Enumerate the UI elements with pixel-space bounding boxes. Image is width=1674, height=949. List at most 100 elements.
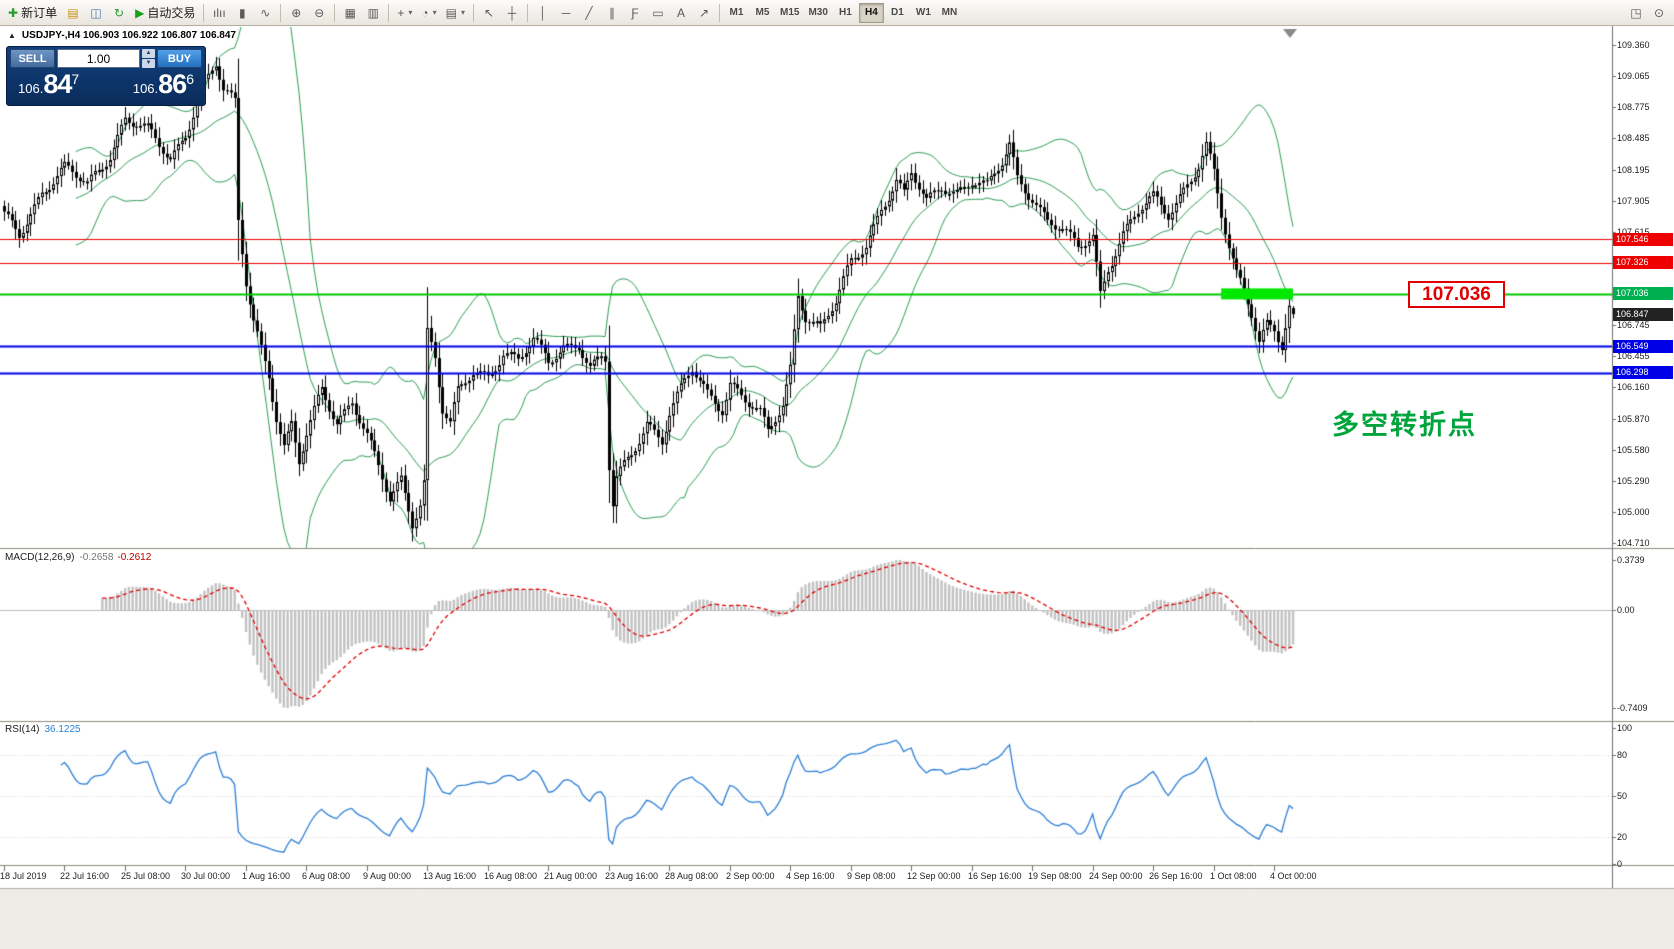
channel-tool-icon: ∥ xyxy=(608,5,615,20)
time-axis-label: 4 Oct 00:00 xyxy=(1270,871,1317,881)
one-click-collapse-icon[interactable]: ▲ xyxy=(8,31,16,40)
turning-point-label[interactable]: 多空转折点 xyxy=(1332,410,1477,440)
volume-down-button[interactable]: ▼ xyxy=(142,59,155,68)
price-tag: 106.298 xyxy=(1613,366,1673,380)
templates-button[interactable]: ▤ ▾ xyxy=(442,2,469,24)
market-watch-button[interactable]: ▤ xyxy=(62,2,84,24)
price-axis-label: 109.360 xyxy=(1617,40,1650,50)
vertical-line-tool-button[interactable]: │ xyxy=(532,2,554,24)
trendline-tool-button[interactable]: ╱ xyxy=(578,2,600,24)
sell-price[interactable]: 106. 84 7 xyxy=(18,69,80,99)
volume-up-button[interactable]: ▲ xyxy=(142,49,155,58)
price-annotation-box[interactable]: 107.036 xyxy=(1408,281,1505,308)
macd-panel-region[interactable] xyxy=(0,550,1612,720)
horizontal-line-tool-button[interactable]: ─ xyxy=(555,2,577,24)
fibonacci-tool-button[interactable]: Ƒ xyxy=(624,2,646,24)
templates-icon: ▤ xyxy=(445,5,457,20)
data-window-icon: ◫ xyxy=(90,5,102,20)
templates-button-dropdown-icon[interactable]: ▾ xyxy=(460,8,465,17)
toolbar-separator xyxy=(388,3,390,22)
bar-chart-type-button[interactable]: ılıı xyxy=(208,2,230,24)
price-axis-label: 107.615 xyxy=(1617,226,1650,237)
macd-indicator-label: MACD(12,26,9) -0.2658 -0.2612 xyxy=(5,552,152,563)
time-axis-label: 21 Aug 00:00 xyxy=(544,871,598,881)
time-axis-label: 28 Aug 08:00 xyxy=(665,871,719,881)
zoom-out-button[interactable]: ⊖ xyxy=(308,2,330,24)
volume-input[interactable]: 1.00 xyxy=(57,49,140,68)
toolbar-separator xyxy=(334,3,336,22)
bar-chart-type-icon: ılıı xyxy=(212,5,226,20)
profiles-icon: ◔ xyxy=(421,5,429,20)
arrows-tool-icon: ↗ xyxy=(698,5,710,20)
period-m15[interactable]: M15 xyxy=(779,7,800,18)
channel-tool-button[interactable]: ∥ xyxy=(601,2,623,24)
sell-button[interactable]: SELL xyxy=(10,49,55,68)
price-axis-label: 105.000 xyxy=(1617,506,1650,517)
rsi-scale-label: 80 xyxy=(1617,750,1628,761)
price-axis-label: 106.160 xyxy=(1617,382,1650,393)
autotrading-button-label: 自动交易 xyxy=(147,6,196,20)
new-chart-button-dropdown-icon[interactable]: ▾ xyxy=(408,8,413,17)
period-d1[interactable]: D1 xyxy=(890,7,904,18)
tile-windows-button[interactable]: ▦ xyxy=(339,2,361,24)
period-m5[interactable]: M5 xyxy=(755,7,770,18)
search-icon: ⊙ xyxy=(1653,5,1665,20)
time-axis-label: 30 Jul 00:00 xyxy=(181,871,231,881)
time-axis-label: 23 Aug 16:00 xyxy=(605,871,659,881)
line-chart-type-button[interactable]: ∿ xyxy=(254,2,276,24)
profiles-button[interactable]: ◔ ▾ xyxy=(417,2,440,24)
autotrading-button[interactable]: ▶ 自动交易 xyxy=(131,2,199,24)
shapes-tool-button[interactable]: ▭ xyxy=(647,2,669,24)
refresh-button[interactable]: ↻ xyxy=(108,2,130,24)
line-chart-type-icon: ∿ xyxy=(260,5,271,20)
toolbar-separator xyxy=(203,3,205,22)
price-axis-label: 107.905 xyxy=(1617,195,1650,206)
period-h4[interactable]: H4 xyxy=(858,2,884,23)
time-axis-label: 9 Sep 08:00 xyxy=(847,871,896,881)
time-axis-label: 9 Aug 00:00 xyxy=(363,871,412,881)
new-order-button-label: 新订单 xyxy=(21,6,58,20)
period-m30[interactable]: M30 xyxy=(808,7,828,18)
price-axis-label: 106.745 xyxy=(1617,320,1650,331)
new-order-button[interactable]: ✚ 新订单 xyxy=(4,2,61,24)
buy-price[interactable]: 106. 86 6 xyxy=(132,69,194,99)
price-axis-label: 108.195 xyxy=(1617,164,1650,175)
data-window-button[interactable]: ◫ xyxy=(85,2,107,24)
crosshair-tool-button[interactable]: ┼ xyxy=(501,2,523,24)
main-chart-region[interactable] xyxy=(0,27,1612,548)
toolbar-separator xyxy=(718,3,720,22)
price-axis-label: 105.580 xyxy=(1617,444,1650,455)
horizontal-line-tool-icon: ─ xyxy=(561,5,571,20)
arrows-tool-button[interactable]: ↗ xyxy=(693,2,715,24)
buy-button[interactable]: BUY xyxy=(157,49,202,68)
price-axis-label: 105.870 xyxy=(1617,413,1650,424)
new-order-icon: ✚ xyxy=(8,5,19,20)
candlestick-type-button[interactable]: ▮ xyxy=(231,2,253,24)
cursor-tool-button[interactable]: ↖ xyxy=(478,2,500,24)
time-axis-label: 4 Sep 16:00 xyxy=(786,871,835,881)
period-w1[interactable]: W1 xyxy=(915,7,931,18)
price-axis-label: 106.455 xyxy=(1617,351,1650,362)
text-tool-button[interactable]: A xyxy=(670,2,692,24)
cascade-windows-button[interactable]: ▥ xyxy=(362,2,384,24)
time-axis-label: 24 Sep 00:00 xyxy=(1089,871,1143,881)
period-h1[interactable]: H1 xyxy=(838,7,852,18)
zoom-out-icon: ⊖ xyxy=(314,5,325,20)
one-click-trading-panel: SELL 1.00 ▲ ▼ BUY 106. 84 7 106. 86 6 xyxy=(6,46,206,106)
zoom-in-icon: ⊕ xyxy=(291,5,302,20)
toolbar-separator xyxy=(280,3,282,22)
rsi-panel-region[interactable] xyxy=(0,723,1612,865)
chart-window-button[interactable]: ◳ xyxy=(1625,2,1647,24)
period-mn[interactable]: MN xyxy=(941,7,958,18)
cascade-windows-icon: ▥ xyxy=(367,5,379,20)
rsi-scale-label: 0 xyxy=(1617,859,1623,869)
fibonacci-tool-icon: Ƒ xyxy=(631,5,639,20)
text-tool-icon: A xyxy=(676,5,685,20)
new-chart-button[interactable]: + ▾ xyxy=(393,2,416,24)
profiles-button-dropdown-icon[interactable]: ▾ xyxy=(432,8,437,17)
tile-windows-icon: ▦ xyxy=(344,5,356,20)
zoom-in-button[interactable]: ⊕ xyxy=(285,2,307,24)
search-button[interactable]: ⊙ xyxy=(1648,2,1670,24)
period-m1[interactable]: M1 xyxy=(729,7,744,18)
